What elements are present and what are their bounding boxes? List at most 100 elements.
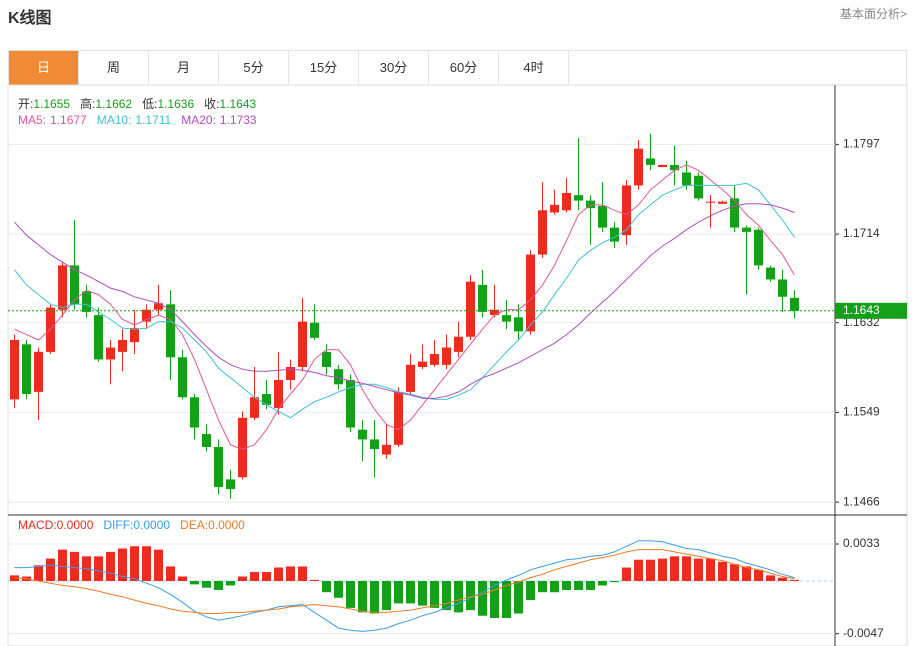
candle-body [334,369,343,385]
readout-label: 收: [204,97,220,111]
candle-body [586,200,595,209]
candle-body [490,309,499,316]
candle-body [466,281,475,337]
macd-bar [706,558,715,581]
ma-readout: MA5: 1.1677 MA10: 1.1711 MA20: 1.1733 [18,113,267,127]
chart-frame [7,84,908,646]
macd-line [14,540,795,632]
candle-body [634,148,643,186]
macd-bar [538,581,547,593]
ma-line [14,203,795,399]
macd-bar [646,559,655,581]
macd-bar [274,567,283,581]
candle-body [622,185,631,236]
candle-body [694,175,703,199]
ma-value: 1.1677 [50,113,87,127]
period-tab[interactable]: 15分 [289,51,359,85]
readout-label: 高: [80,97,96,111]
macd-bar [106,551,115,581]
macd-bar [322,581,331,593]
macd-bar [610,581,619,583]
macd-line [14,549,795,614]
macd-bar [226,581,235,586]
candle-body [730,198,739,228]
macd-bar [190,581,199,585]
candle-body [370,439,379,450]
period-tab[interactable]: 4时 [499,51,569,85]
candle-body [202,434,211,447]
period-tab[interactable]: 60分 [429,51,499,85]
y-tick-label: -0.0047 [843,626,884,640]
readout-value: 1.1643 [219,97,257,111]
readout-value: 1.1636 [157,97,195,111]
candle-body [742,227,751,232]
candle-body [346,379,355,428]
candle-body [406,364,415,392]
candle-body [382,444,391,455]
candle-body [58,265,67,310]
macd-bar [754,569,763,581]
macd-bar [334,581,343,598]
candle-body [718,201,727,204]
candle-body [34,351,43,392]
period-tab[interactable]: 周 [79,51,149,85]
candle-body [442,347,451,365]
candle-body [10,339,19,400]
candle-body [286,367,295,380]
candle-body [754,229,763,266]
macd-bar [262,572,271,581]
macd-bar [130,546,139,581]
candle-body [154,303,163,310]
candle-body [70,265,79,305]
ohlc-readout: 开:1.1655 高:1.1662 低:1.1636 收:1.1643 [18,95,266,112]
period-tabs: 日周月 5分 15分 30分 60分 4时 [8,50,907,85]
period-tab[interactable]: 月 [149,51,219,85]
macd-bar [454,581,463,613]
candle-body [310,322,319,338]
period-tab[interactable]: 日 [9,51,79,85]
candle-body [646,158,655,165]
macd-bar [694,558,703,581]
candle-body [250,397,259,418]
macd-bar [250,572,259,581]
readout-value: 1.1655 [33,97,71,111]
macd-bar [550,581,559,593]
macd-bar [658,558,667,581]
macd-bar [526,581,535,601]
candle-body [358,429,367,440]
candle-body [670,164,679,171]
readout-value: 1.1662 [95,97,133,111]
candle-body [226,479,235,490]
macd-bar [778,577,787,581]
macd-bar [682,556,691,581]
analysis-link[interactable]: 基本面分析> [839,7,907,21]
candle-body [166,304,175,358]
last-price-label: 1.1643 [843,303,880,317]
candle-body [214,446,223,487]
macd-bar [430,581,439,608]
period-tab[interactable]: 5分 [219,51,289,85]
macd-bar [442,581,451,611]
macd-bar [586,581,595,590]
candle-body [394,391,403,445]
macd-bar [730,564,739,581]
macd-bar [118,548,127,581]
macd-bar [142,546,151,581]
ma-value: 1.1733 [219,113,257,127]
macd-bar [238,576,247,581]
period-tab[interactable]: 30分 [359,51,429,85]
candle-body [682,172,691,186]
readout-label: 开: [18,97,34,111]
macd-bar [574,581,583,590]
y-tick-label: 1.1549 [843,405,880,419]
macd-readout-name: DEA: [180,518,209,532]
candle-body [778,279,787,297]
candle-body [562,193,571,211]
macd-readout-value: 0.0000 [56,518,94,532]
macd-bar [214,581,223,590]
candle-body [766,267,775,280]
macd-bar [394,581,403,604]
candle-body [118,339,127,352]
macd-bar [94,556,103,581]
